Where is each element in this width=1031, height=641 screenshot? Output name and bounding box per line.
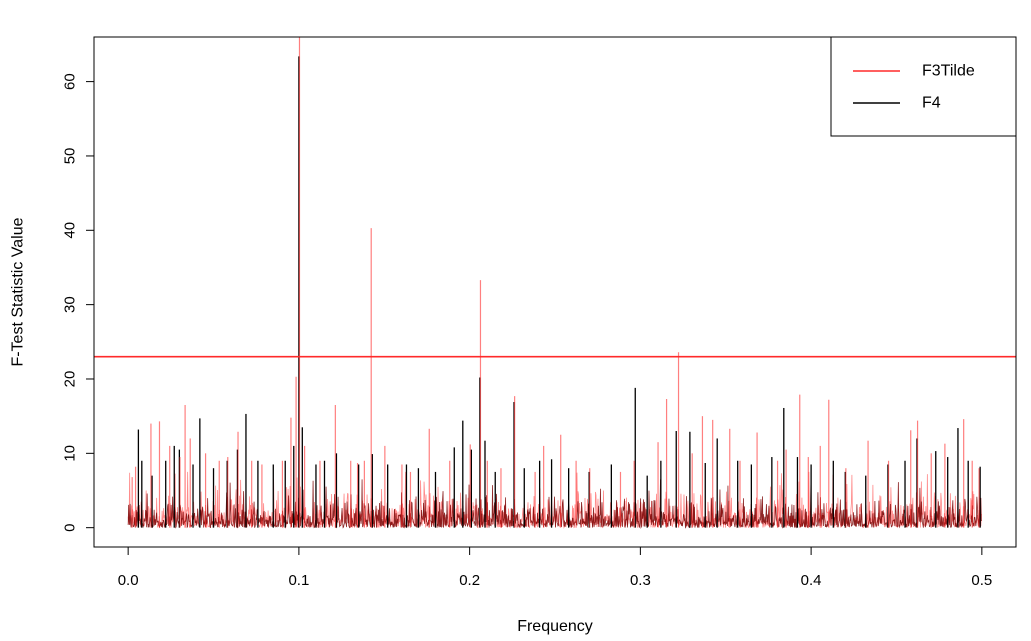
x-tick-label: 0.0 <box>118 572 139 589</box>
x-axis: 0.0 0.1 0.2 0.3 0.4 0.5 <box>118 546 992 589</box>
noise-layer-f4 <box>127 479 982 530</box>
y-tick-label: 10 <box>62 445 79 462</box>
y-tick-label: 20 <box>62 371 79 388</box>
noise-f4 <box>127 479 982 530</box>
x-tick-label: 0.3 <box>630 572 651 589</box>
x-tick-label: 0.5 <box>971 572 992 589</box>
x-axis-title: Frequency <box>517 618 593 635</box>
legend-label: F3Tilde <box>922 63 975 80</box>
legend-label: F4 <box>922 95 941 112</box>
y-axis: 0 10 20 30 40 50 60 <box>62 73 95 532</box>
x-tick-label: 0.1 <box>288 572 309 589</box>
y-tick-label: 60 <box>62 73 79 90</box>
y-axis-title: F-Test Statistic Value <box>10 217 27 366</box>
legend-box <box>830 36 1017 137</box>
x-tick-label: 0.2 <box>459 572 480 589</box>
y-tick-label: 0 <box>62 523 79 531</box>
y-tick-label: 30 <box>62 296 79 313</box>
y-tick-label: 50 <box>62 148 79 165</box>
peaks-layer <box>131 37 981 528</box>
legend: F3Tilde F4 <box>830 36 1017 137</box>
x-tick-label: 0.4 <box>801 572 822 589</box>
y-tick-label: 40 <box>62 222 79 239</box>
